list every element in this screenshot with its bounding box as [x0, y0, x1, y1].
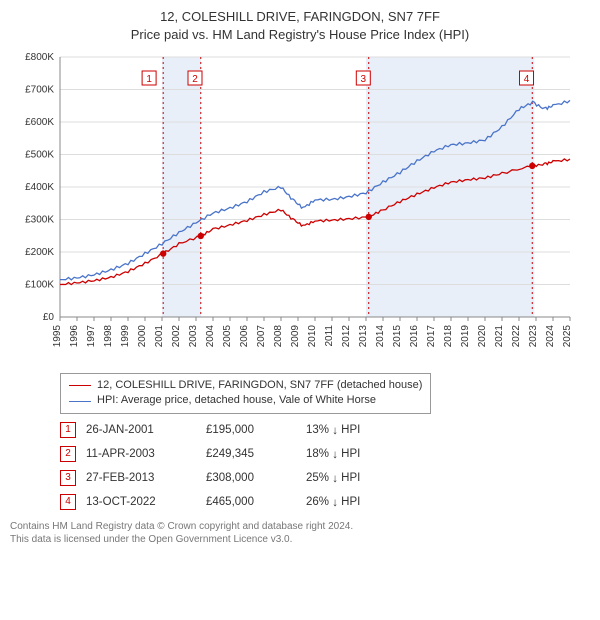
x-tick-label: 2003	[188, 325, 199, 348]
sale-date: 11-APR-2003	[86, 442, 206, 466]
sale-price: £195,000	[206, 418, 306, 442]
sale-price: £308,000	[206, 466, 306, 490]
event-marker-label: 2	[192, 74, 198, 85]
sale-price: £465,000	[206, 490, 306, 514]
footer: Contains HM Land Registry data © Crown c…	[10, 520, 590, 546]
x-tick-label: 2006	[239, 325, 250, 348]
arrow-down-icon: ↓	[332, 473, 338, 485]
sale-diff: 18% ↓ HPI	[306, 442, 370, 466]
y-tick-label: £800K	[25, 52, 54, 63]
x-tick-label: 2022	[511, 325, 522, 348]
x-tick-label: 2024	[545, 325, 556, 348]
x-tick-label: 2013	[358, 325, 369, 348]
x-tick-label: 2016	[409, 325, 420, 348]
x-tick-label: 2012	[341, 325, 352, 348]
chart-title-block: 12, COLESHILL DRIVE, FARINGDON, SN7 7FF …	[10, 8, 590, 43]
event-marker-label: 4	[524, 74, 530, 85]
x-tick-label: 2011	[324, 325, 335, 347]
y-tick-label: £700K	[25, 85, 54, 96]
y-tick-label: £300K	[25, 215, 54, 226]
x-tick-label: 1999	[120, 325, 131, 348]
title-line2: Price paid vs. HM Land Registry's House …	[10, 26, 590, 44]
x-tick-label: 2004	[205, 325, 216, 348]
sale-dot	[160, 251, 166, 257]
footer-line1: Contains HM Land Registry data © Crown c…	[10, 520, 590, 533]
x-tick-label: 2002	[171, 325, 182, 348]
x-tick-label: 2025	[562, 325, 573, 348]
sale-date: 13-OCT-2022	[86, 490, 206, 514]
x-tick-label: 2018	[443, 325, 454, 348]
x-tick-label: 2017	[426, 325, 437, 348]
legend-label-price: 12, COLESHILL DRIVE, FARINGDON, SN7 7FF …	[97, 378, 422, 393]
arrow-down-icon: ↓	[332, 497, 338, 509]
table-row: 2 11-APR-2003£249,34518% ↓ HPI	[60, 442, 370, 466]
y-tick-label: £500K	[25, 150, 54, 161]
x-tick-label: 2015	[392, 325, 403, 348]
legend-label-hpi: HPI: Average price, detached house, Vale…	[97, 393, 376, 408]
x-tick-label: 1996	[69, 325, 80, 348]
x-tick-label: 2007	[256, 325, 267, 348]
table-row: 3 27-FEB-2013£308,00025% ↓ HPI	[60, 466, 370, 490]
arrow-down-icon: ↓	[332, 449, 338, 461]
x-tick-label: 2010	[307, 325, 318, 348]
sale-diff: 26% ↓ HPI	[306, 490, 370, 514]
legend: 12, COLESHILL DRIVE, FARINGDON, SN7 7FF …	[60, 373, 431, 414]
y-tick-label: £100K	[25, 280, 54, 291]
sale-dot	[529, 163, 535, 169]
title-line1: 12, COLESHILL DRIVE, FARINGDON, SN7 7FF	[10, 8, 590, 26]
y-tick-label: £0	[43, 312, 55, 323]
x-tick-label: 2019	[460, 325, 471, 348]
event-marker-label: 3	[361, 74, 367, 85]
sale-dot	[366, 214, 372, 220]
y-tick-label: £400K	[25, 182, 54, 193]
chart-svg: £0 £100K £200K £300K £400K £500K £600K £700K £80…	[10, 47, 590, 367]
sale-marker: 4	[60, 494, 76, 510]
x-tick-label: 2008	[273, 325, 284, 348]
legend-item-price: 12, COLESHILL DRIVE, FARINGDON, SN7 7FF …	[69, 378, 422, 393]
sale-marker: 1	[60, 422, 76, 438]
sale-diff: 13% ↓ HPI	[306, 418, 370, 442]
legend-swatch-price	[69, 385, 91, 386]
x-tick-label: 2000	[137, 325, 148, 348]
x-tick-label: 2023	[528, 325, 539, 348]
x-tick-label: 1997	[86, 325, 97, 348]
x-tick-label: 2009	[290, 325, 301, 348]
sale-price: £249,345	[206, 442, 306, 466]
sales-table: 1 26-JAN-2001£195,00013% ↓ HPI 2 11-APR-200…	[60, 418, 370, 514]
legend-item-hpi: HPI: Average price, detached house, Vale…	[69, 393, 422, 408]
x-tick-label: 2005	[222, 325, 233, 348]
sale-date: 27-FEB-2013	[86, 466, 206, 490]
sale-date: 26-JAN-2001	[86, 418, 206, 442]
table-row: 1 26-JAN-2001£195,00013% ↓ HPI	[60, 418, 370, 442]
y-tick-label: £600K	[25, 117, 54, 128]
x-tick-label: 2020	[477, 325, 488, 348]
arrow-down-icon: ↓	[332, 425, 338, 437]
x-tick-label: 1995	[52, 325, 63, 348]
sale-diff: 25% ↓ HPI	[306, 466, 370, 490]
x-tick-label: 2001	[154, 325, 165, 348]
x-tick-label: 1998	[103, 325, 114, 348]
legend-swatch-hpi	[69, 401, 91, 402]
x-tick-label: 2021	[494, 325, 505, 348]
y-tick-label: £200K	[25, 247, 54, 258]
footer-line2: This data is licensed under the Open Gov…	[10, 533, 590, 546]
table-row: 4 13-OCT-2022£465,00026% ↓ HPI	[60, 490, 370, 514]
price-chart: £0 £100K £200K £300K £400K £500K £600K £700K £80…	[10, 47, 590, 367]
sale-dot	[198, 233, 204, 239]
x-tick-label: 2014	[375, 325, 386, 348]
sale-marker: 2	[60, 446, 76, 462]
sale-marker: 3	[60, 470, 76, 486]
event-marker-label: 1	[146, 74, 152, 85]
